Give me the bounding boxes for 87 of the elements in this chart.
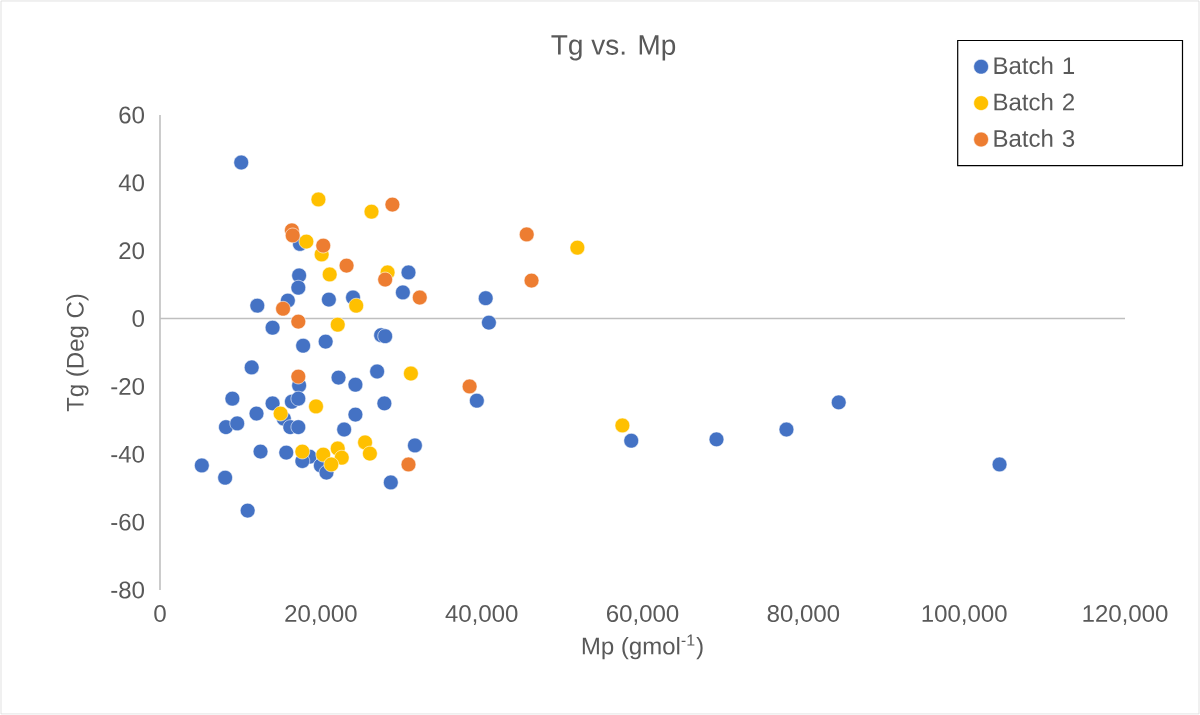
point [377, 271, 393, 288]
point [194, 457, 210, 474]
point [290, 390, 307, 407]
point [321, 291, 337, 308]
point [363, 203, 380, 220]
point [400, 264, 417, 281]
point [708, 431, 725, 448]
point [412, 289, 428, 306]
point [252, 443, 269, 460]
point [294, 443, 311, 460]
point [338, 257, 355, 274]
point [523, 272, 540, 289]
point [243, 359, 260, 376]
y-tick-label: 40 [118, 174, 145, 192]
point [403, 365, 419, 382]
y-tick-label: -20 [111, 377, 145, 395]
point [330, 316, 346, 333]
point [336, 421, 352, 438]
y-tick-label: -60 [111, 513, 145, 531]
y-tick-label: 0 [132, 310, 145, 328]
point [229, 415, 245, 432]
point [264, 395, 281, 412]
point [347, 406, 364, 423]
point [249, 297, 266, 314]
point [317, 333, 334, 350]
x-axis-title: Mp (gmol$^{-1}$) [582, 634, 703, 660]
x-tick-label: 80,000 [767, 605, 840, 625]
x-tick-label: 60,000 [607, 605, 679, 625]
point [239, 502, 256, 519]
x-tick-label: 120,000 [1083, 605, 1168, 625]
point [347, 377, 364, 393]
point [290, 419, 307, 435]
legend-label: Batch 2 [994, 92, 1074, 111]
point [298, 233, 315, 250]
point [315, 446, 331, 463]
point [321, 266, 338, 283]
point [295, 337, 311, 354]
point [400, 456, 417, 473]
point [461, 378, 478, 395]
point [469, 392, 485, 409]
chart-title: Tg vs. Mp [551, 35, 676, 61]
legend-label: Batch 1 [994, 56, 1075, 75]
point [224, 390, 241, 407]
y-tick-label: -80 [111, 581, 145, 599]
point [362, 445, 378, 462]
point [348, 297, 364, 314]
point [278, 444, 294, 461]
point [477, 290, 494, 306]
point [290, 368, 307, 385]
point [323, 456, 339, 473]
point [275, 301, 291, 317]
point [264, 320, 281, 336]
point [233, 154, 249, 171]
point [330, 369, 347, 386]
point [623, 432, 639, 449]
point [376, 395, 393, 412]
point [315, 237, 331, 254]
x-tick-label: 100,000 [922, 605, 1007, 625]
point [991, 456, 1008, 473]
point [377, 328, 393, 344]
x-tick-label: 40,000 [445, 605, 518, 625]
point [308, 398, 324, 415]
point [272, 405, 289, 422]
point [407, 437, 423, 454]
x-tick-label: 20,000 [285, 605, 357, 625]
point [614, 417, 631, 434]
point [395, 284, 411, 301]
point [290, 279, 307, 296]
x-tick-label: 0 [154, 605, 166, 623]
legend-label: Batch 3 [994, 129, 1075, 147]
point [481, 314, 497, 331]
point [310, 191, 327, 208]
point [217, 469, 233, 486]
point [778, 421, 795, 438]
y-axis-title: Tg (Deg C) [66, 294, 89, 412]
point [519, 226, 535, 243]
point [383, 474, 399, 491]
point [369, 363, 385, 380]
point [248, 405, 265, 422]
point [384, 196, 401, 213]
point [290, 313, 307, 330]
point [831, 394, 847, 411]
point [569, 239, 586, 256]
y-tick-label: 20 [119, 242, 145, 260]
y-tick-label: 60 [119, 106, 145, 124]
y-tick-label: -40 [111, 445, 145, 463]
point [284, 227, 301, 244]
